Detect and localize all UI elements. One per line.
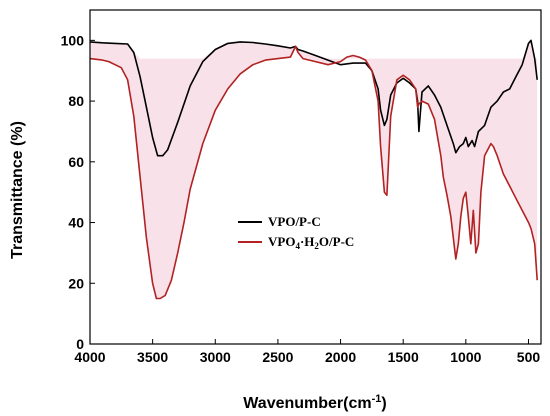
series-line-1 (89, 39, 538, 157)
series2-fill (90, 40, 538, 299)
x-tick-label: 4000 (74, 349, 105, 365)
series-fill-areas (90, 40, 538, 299)
legend: VPO/P-C VPO4·H2O/P-C (238, 214, 354, 251)
y-axis-title: Transmittance (%) (9, 121, 26, 259)
x-tick-label: 2500 (262, 349, 293, 365)
x-tick-label: 3500 (137, 349, 168, 365)
y-tick-label: 20 (68, 275, 84, 291)
x-axis-title: Wavenumber(cm-1) (243, 393, 386, 412)
y-tick-label: 40 (68, 215, 84, 231)
y-tick-label: 60 (68, 154, 84, 170)
x-tick-label: 1500 (388, 349, 419, 365)
plot-frame (89, 9, 542, 345)
x-tick-label: 1000 (450, 349, 481, 365)
y-tick-label: 0 (76, 336, 84, 352)
x-tick-label: 500 (517, 349, 541, 365)
y-tick-label: 100 (61, 32, 85, 48)
x-tick-label: 3000 (200, 349, 231, 365)
y-axis: 0 20 40 60 80 100 (61, 32, 95, 352)
x-tick-label: 2000 (325, 349, 356, 365)
series-lines (89, 39, 538, 300)
x-axis: 4000 3500 3000 2500 2000 1500 1000 500 (74, 339, 540, 365)
legend-label-series2: VPO4·H2O/P-C (268, 234, 354, 251)
y-tick-label: 80 (68, 93, 84, 109)
legend-label-series1: VPO/P-C (268, 214, 321, 229)
series-line-2 (89, 45, 538, 300)
